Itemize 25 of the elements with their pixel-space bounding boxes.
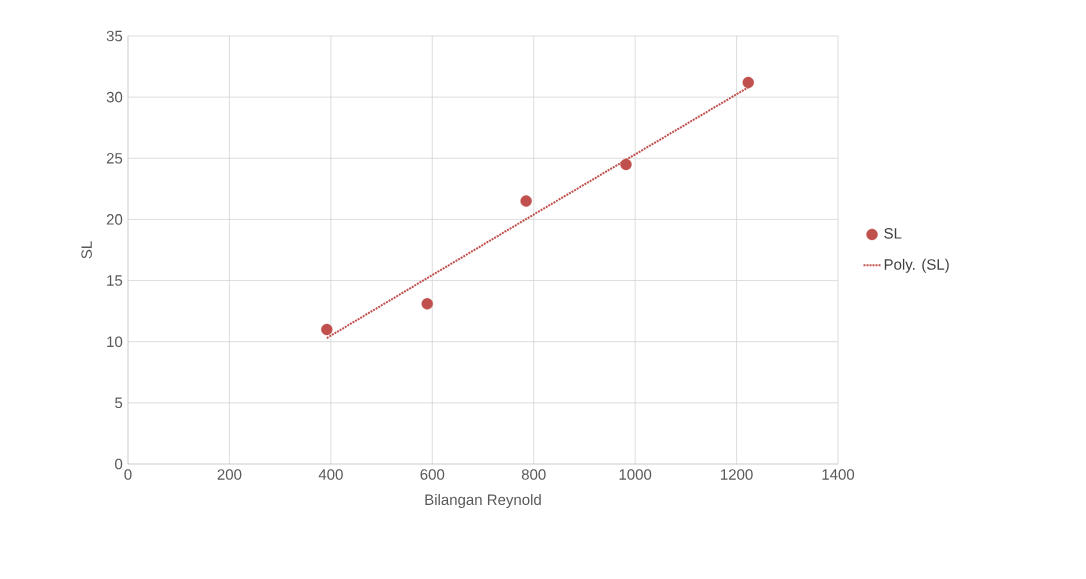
- y-tick-label: 0: [115, 458, 123, 470]
- point: [421, 298, 433, 310]
- y-tick-label: 25: [106, 152, 123, 164]
- legend-label: Poly. (SL): [884, 258, 949, 273]
- x-axis-title: Bilangan Reynold: [425, 494, 541, 508]
- x-tick-label: 800: [521, 469, 546, 480]
- legend-label: SL: [884, 228, 902, 239]
- x-tick-label: 0: [124, 469, 132, 480]
- y-tick-label: 20: [106, 214, 123, 225]
- y-tick-label: 30: [106, 91, 123, 103]
- y-tick-label: 10: [107, 336, 123, 348]
- y-axis-title: SL: [81, 241, 92, 259]
- point: [620, 158, 632, 171]
- x-tick-label: 1000: [619, 469, 652, 480]
- y-tick-label: 35: [106, 30, 123, 42]
- point: [321, 323, 333, 336]
- x-tick-label: 400: [318, 469, 343, 480]
- x-tick-label: 200: [217, 469, 242, 480]
- point: [520, 195, 532, 207]
- x-tick-label: 600: [420, 469, 445, 480]
- x-tick-label: 1400: [822, 469, 855, 480]
- y-tick-label: 5: [115, 397, 123, 409]
- x-tick-label: 1200: [721, 469, 753, 480]
- y-tick-label: 15: [107, 275, 123, 286]
- point: [742, 76, 754, 89]
